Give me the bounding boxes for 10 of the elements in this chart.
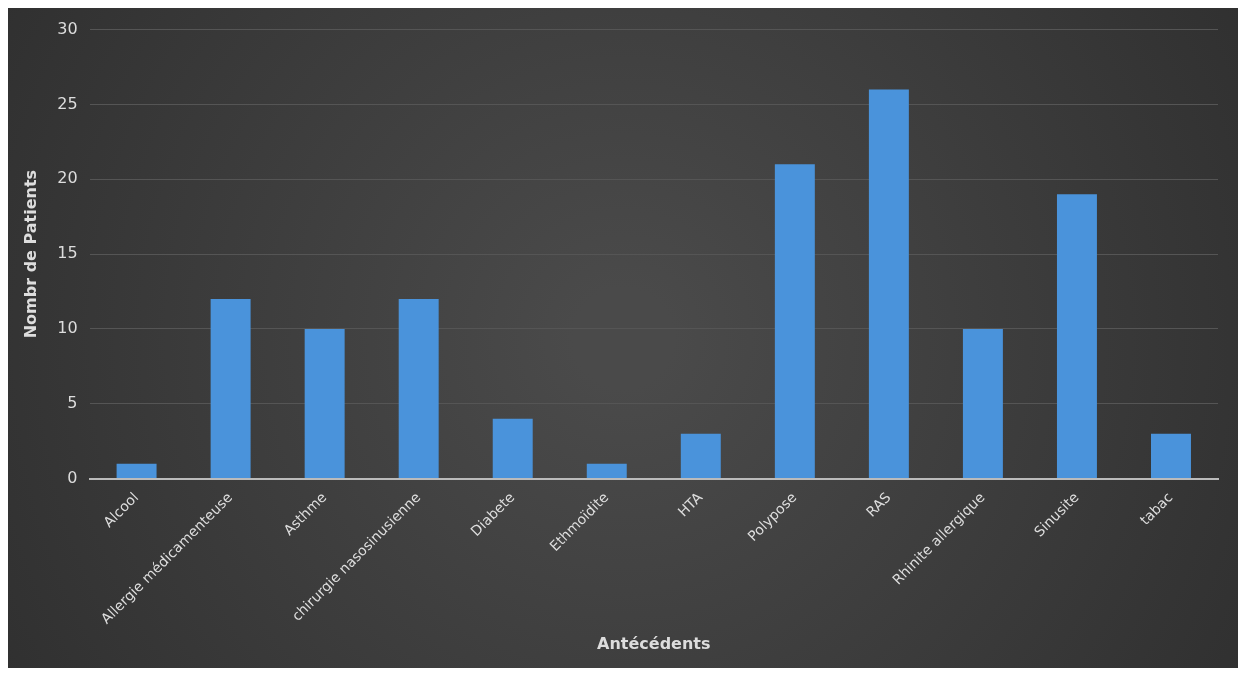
y-tick-label: 15 xyxy=(57,243,78,263)
x-axis-title: Antécédents xyxy=(597,633,711,653)
y-tick-label: 5 xyxy=(67,392,78,412)
y-tick-label: 30 xyxy=(57,18,78,38)
y-tick-label: 25 xyxy=(57,93,78,113)
y-tick-label: 0 xyxy=(67,467,78,487)
y-axis-title: Nombr de Patients xyxy=(20,169,40,339)
x-tick-label: HTA xyxy=(674,488,706,520)
y-tick-label: 10 xyxy=(57,318,78,338)
y-tick-label: 20 xyxy=(57,168,78,188)
